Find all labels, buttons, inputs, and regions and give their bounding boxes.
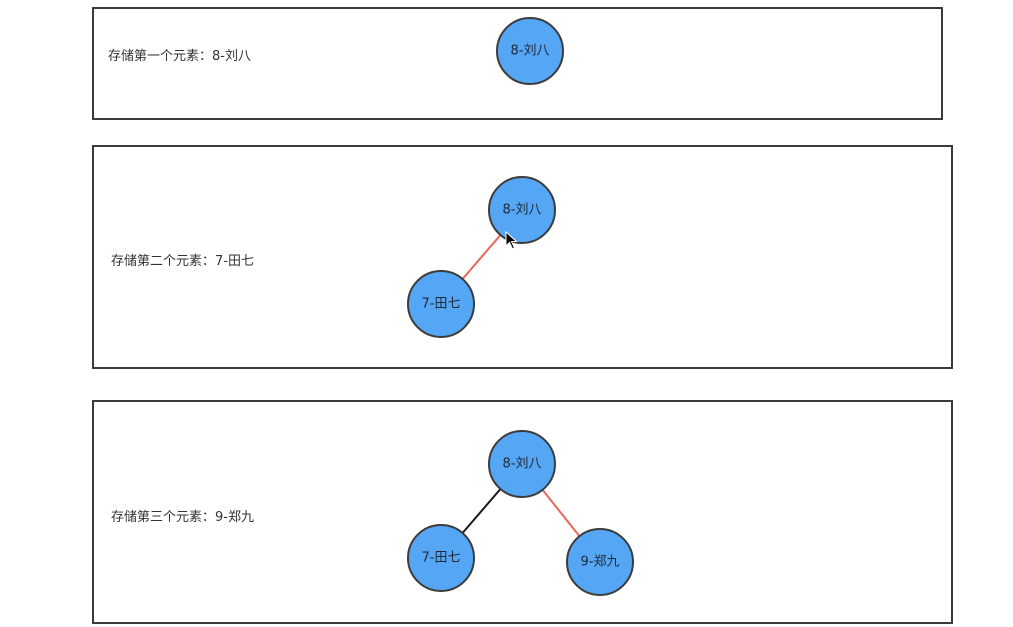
root-node: 8-刘八 xyxy=(496,17,564,85)
node-circle xyxy=(496,17,564,85)
mouse-cursor-icon xyxy=(505,231,518,250)
node-label: 9-郑九 xyxy=(581,555,620,570)
node-label: 8-刘八 xyxy=(503,203,542,218)
left-child-node: 7-田七 xyxy=(407,270,475,338)
root-node: 8-刘八 xyxy=(488,430,556,498)
root-node: 8-刘八 xyxy=(488,176,556,244)
node-circle xyxy=(407,524,475,592)
node-label: 7-田七 xyxy=(422,297,461,312)
node-circle xyxy=(407,270,475,338)
panel-label: 存储第一个元素：8-刘八 xyxy=(108,49,251,64)
node-label: 7-田七 xyxy=(422,551,461,566)
node-circle xyxy=(488,430,556,498)
panel-label: 存储第二个元素：7-田七 xyxy=(111,254,254,269)
node-circle xyxy=(488,176,556,244)
panel-label: 存储第三个元素：9-郑九 xyxy=(111,510,254,525)
node-label: 8-刘八 xyxy=(511,44,550,59)
left-child-node: 7-田七 xyxy=(407,524,475,592)
node-label: 8-刘八 xyxy=(503,457,542,472)
node-circle xyxy=(566,528,634,596)
right-child-node: 9-郑九 xyxy=(566,528,634,596)
